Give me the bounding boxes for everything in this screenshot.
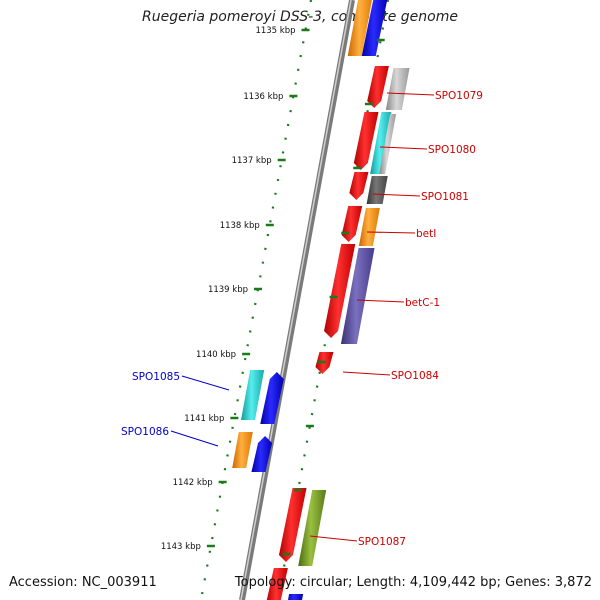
gene-feature-spo1079	[385, 68, 410, 110]
gene-feature-spo1086	[232, 432, 253, 468]
gene-label-leader	[309, 535, 358, 542]
gene-label-leader	[386, 92, 435, 96]
accession-label: Accession: NC_003911	[9, 575, 157, 590]
scale-label: 1135 kbp	[255, 26, 295, 36]
gene-label-leader	[356, 299, 405, 303]
gene-label-leader	[342, 371, 391, 376]
scale-label: 1136 kbp	[243, 92, 283, 102]
gene-feature-orange	[347, 0, 373, 56]
gene-feature-spo1079a	[367, 66, 389, 108]
gene-label[interactable]: SPO1081	[421, 191, 469, 203]
gene-label[interactable]: SPO1086	[121, 426, 169, 438]
scale-label: 1139 kbp	[208, 285, 248, 295]
gene-label[interactable]: SPO1084	[391, 370, 439, 382]
gene-label[interactable]: betI	[416, 228, 436, 240]
gene-feature-spo1087	[278, 488, 307, 562]
gene-label-leader	[181, 375, 230, 391]
gene-label[interactable]: SPO1079	[435, 90, 483, 102]
gene-feature-red	[349, 172, 369, 200]
gene-feature-spo1086b	[251, 436, 273, 472]
gene-feature-red	[353, 112, 379, 170]
gene-label-leader	[379, 146, 428, 150]
gene-feature-spo1085	[241, 370, 265, 420]
gene-label[interactable]: SPO1080	[428, 144, 476, 156]
gene-label-leader	[372, 193, 421, 197]
scale-label: 1143 kbp	[161, 542, 201, 552]
gene-feature-red	[266, 568, 288, 600]
genome-backbone-highlight	[240, 0, 352, 600]
scale-label: 1138 kbp	[220, 221, 260, 231]
gene-label-leader	[170, 430, 219, 447]
gene-feature-blue	[288, 594, 304, 600]
gene-feature-spo1085b	[260, 372, 284, 424]
gene-feature-betc-1	[340, 248, 375, 344]
scale-label: 1141 kbp	[184, 414, 224, 424]
gene-label[interactable]: SPO1085	[132, 371, 180, 383]
scale-label: 1137 kbp	[232, 156, 272, 166]
gene-feature-blue	[361, 0, 388, 56]
gene-feature-red	[324, 244, 356, 338]
gene-label-leader	[366, 231, 416, 234]
gene-feature-spo1080b	[379, 114, 397, 174]
gene-label[interactable]: betC-1	[405, 297, 440, 309]
gene-feature-spo1080	[370, 112, 392, 174]
gene-feature-spo1087b	[298, 490, 327, 566]
scale-label: 1142 kbp	[173, 478, 213, 488]
gene-label[interactable]: SPO1087	[358, 536, 406, 548]
gene-feature-spo1081	[366, 176, 388, 204]
genome-backbone	[239, 0, 355, 600]
scale-label: 1140 kbp	[196, 350, 236, 360]
gene-feature-beti	[358, 208, 380, 246]
gene-feature-red	[341, 206, 363, 242]
topology-label: Topology: circular; Length: 4,109,442 bp…	[234, 575, 592, 590]
